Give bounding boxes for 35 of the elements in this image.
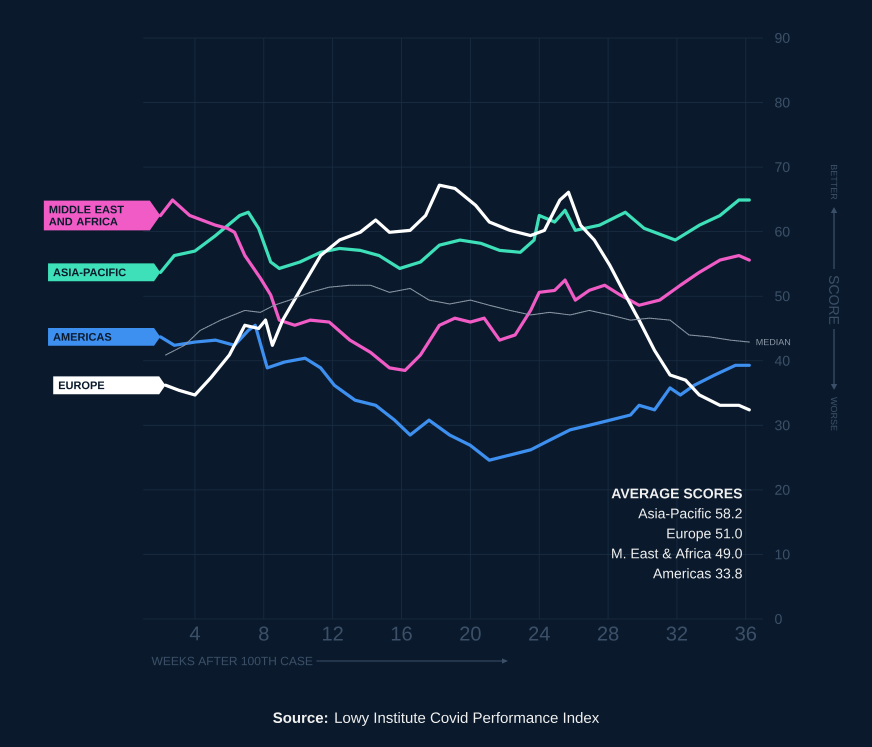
annotation: AVERAGE SCORES [612,488,742,498]
x-axis-title: WEEKS AFTER 100TH CASE [152,656,312,666]
annotation: Europe 51.0 [667,528,742,542]
y-tick-label: 60 [775,226,790,237]
y-tick-label: 90 [775,33,790,43]
y-tick-label: 80 [775,98,790,108]
x-tick-label: 36 [735,626,756,641]
annotation: M. East & Africa 49.0 [612,548,742,558]
y-tick-label: 0 [775,614,782,624]
text: AMERICAS [53,333,112,341]
line-series [165,284,750,356]
x-tick-label: 12 [323,626,343,640]
x-tick-label: 20 [460,626,481,641]
series-label: MEDIAN [756,338,790,346]
x-tick-label: 16 [392,626,412,641]
x-tick-label: 24 [529,626,550,640]
text: BETTER [830,164,838,200]
y-tick-label: 50 [775,291,790,302]
text: WORSE [830,397,838,431]
y-tick-label: 40 [774,356,790,366]
annotation: Asia-Pacific 58.2 [638,508,742,518]
y-tick-label: 70 [775,162,790,172]
y-tick-label: 30 [775,420,790,430]
x-tick-label: 32 [666,626,688,641]
y-axis-title: SCORE [829,276,839,324]
x-tick-label: 4 [190,626,200,640]
y-tick-label: 20 [775,484,790,495]
text: EUROPE [58,381,104,390]
y-tick-label: 10 [776,549,790,560]
annotation: Americas 33.8 [653,568,742,578]
text: MIDDLE EAST AND AFRICA [49,206,124,226]
text: ASIA-PACIFIC [53,268,126,276]
x-tick-label: 28 [598,626,618,641]
x-tick-label: 8 [259,626,268,641]
text: Source: Lowy Institute Covid Performance Index [273,712,600,726]
